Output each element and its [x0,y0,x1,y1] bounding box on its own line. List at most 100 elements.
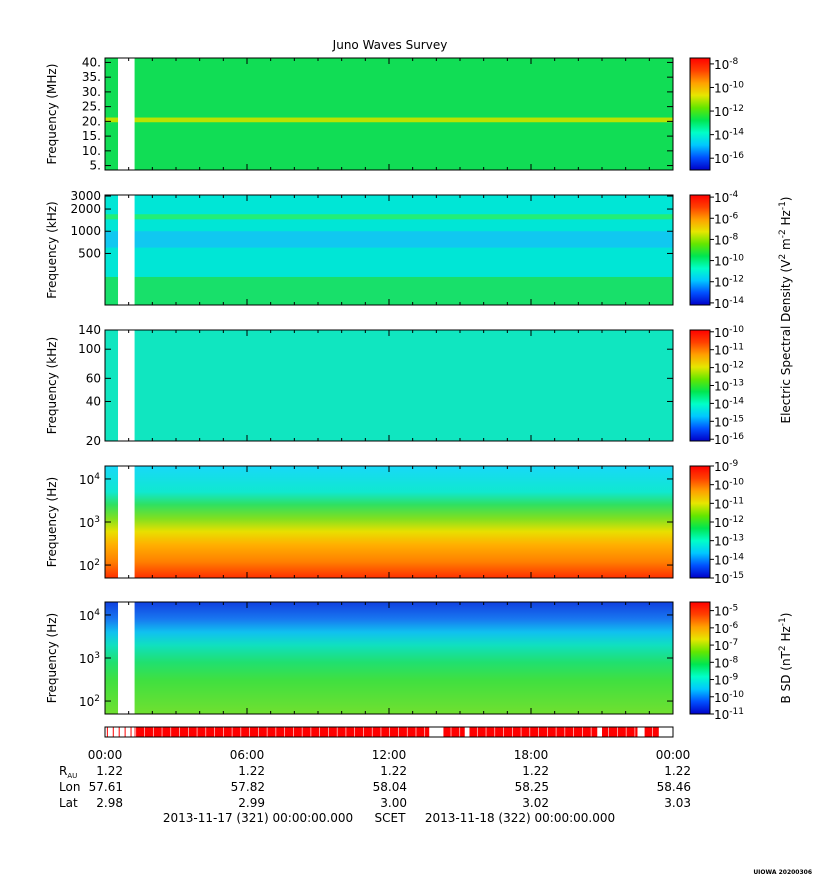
y-axis-label: Frequency (Hz) [45,613,59,704]
y-axis-label: Frequency (Hz) [45,477,59,568]
y-axis-label: Frequency (kHz) [45,337,59,434]
ephemeris-value: 1.22 [522,764,549,778]
time-tick-label: 18:00 [514,748,549,762]
ephemeris-value: 1.22 [380,764,407,778]
mode-bar-gap [429,727,444,737]
spectrogram-panel-4: 104 103 102 Frequency (Hz) 10-9 10-10 10-11 10-… [45,459,744,586]
spectrogram-image [105,330,673,441]
y-tick-label: 102 [79,558,100,573]
spectrogram-image [105,466,673,578]
data-gap [118,58,135,170]
ephemeris-value: 2.99 [238,796,265,810]
y-tick-label: 140 [78,323,101,337]
colorbar-tick-label: 10-8 [714,655,739,670]
colorbar-tick-label: 10-15 [714,571,744,586]
mode-bar-gap [464,727,470,737]
scet-start: 2013-11-17 (321) 00:00:00.000 [163,811,353,825]
colorbar [689,194,711,306]
colorbar-tick-label: 10-12 [714,515,744,530]
mode-indicator-bar [104,726,674,738]
time-tick-label: 06:00 [230,748,265,762]
y-tick-label: 2000 [70,202,101,216]
colorbar-tick-label: 10-6 [714,621,739,636]
colorbar-tick-label: 10-9 [714,673,739,688]
ephemeris-value: 58.25 [515,780,549,794]
electric-colorbar-title: Electric Spectral Density (V2 m-2 Hz-1) [778,196,793,423]
colorbar-tick-label: 10-14 [714,552,744,567]
colorbar [689,329,711,442]
y-tick-label: 20 [86,434,101,448]
mode-bar-gap [658,727,673,737]
mode-bar-fill [105,727,673,737]
mode-bar-frame [104,726,674,738]
colorbar-tick-label: 10-8 [714,232,739,247]
time-tick-label: 12:00 [372,748,407,762]
y-tick-label: 5. [90,159,101,173]
spectrogram-image [105,602,673,714]
spectrogram-panel-3: 140 100 60 40 20 Frequency (kHz) 10-10 10-11 10-… [45,323,744,448]
colorbar-tick-label: 10-6 [714,211,739,226]
colorbar-tick-label: 10-7 [714,638,738,653]
y-tick-label: 104 [79,608,100,623]
y-tick-label: 15. [82,129,101,143]
spectrogram-band [105,117,673,123]
colorbar-titles: Electric Spectral Density (V2 m-2 Hz-1) B… [778,196,793,703]
colorbar-tick-label: 10-11 [714,496,744,511]
y-tick-label: 3000 [70,189,101,203]
y-tick-label: 30. [82,85,101,99]
colorbar-tick-label: 10-12 [714,275,744,290]
ephemeris-value: 1.22 [96,764,123,778]
colorbar-tick-label: 10-5 [714,604,738,619]
y-tick-label: 500 [78,246,101,260]
spectrogram-panel-1: 40.35.30.25.20.15.10.5. Frequency (MHz) 10… [45,55,744,172]
spectrogram-band [105,231,673,248]
ephemeris-value: 2.98 [96,796,123,810]
colorbar-tick-label: 10-4 [714,190,739,205]
y-tick-label: 10. [82,144,101,158]
colorbar-tick-label: 10-15 [714,414,744,429]
colorbar-tick-label: 10-9 [714,459,739,474]
colorbar [689,57,711,171]
ephemeris-value: 3.00 [380,796,407,810]
y-tick-label: 25. [82,100,101,114]
ephemeris-value: 58.04 [373,780,407,794]
y-tick-label: 1000 [70,224,101,238]
y-tick-label: 103 [79,515,100,530]
mode-bar-gap [637,727,645,737]
spectrogram-band [105,214,673,220]
y-tick-label: 35. [82,70,101,84]
y-tick-label: 40. [82,55,101,69]
spectrogram-image [105,58,673,170]
ephemeris-table: RAU 1.22 1.22 1.22 1.22 1.22 Lon 57.61 57.82 58.0… [59,764,691,810]
time-axis: 00:00 06:00 12:00 18:00 00:00 [88,748,691,762]
colorbar [689,465,711,579]
colorbar-tick-label: 10-10 [714,80,744,95]
colorbar-tick-label: 10-11 [714,707,744,722]
y-tick-label: 103 [79,651,100,666]
colorbar-tick-label: 10-10 [714,254,744,269]
data-gap [118,195,135,305]
y-tick-label: 20. [82,114,101,128]
y-tick-label: 60 [86,371,101,385]
footer-stamp: UIOWA 20200306 [753,869,812,876]
colorbar-tick-label: 10-16 [714,151,744,166]
ephemeris-label: RAU [59,764,77,780]
scet-end: 2013-11-18 (322) 00:00:00.000 [425,811,615,825]
colorbar [689,601,711,715]
ephemeris-value: 3.02 [522,796,549,810]
y-tick-label: 40 [86,394,101,408]
colorbar-tick-label: 10-11 [714,343,744,358]
y-axis-label: Frequency (MHz) [45,64,59,165]
time-tick-label: 00:00 [88,748,123,762]
colorbar-tick-label: 10-14 [714,296,744,311]
magnetic-colorbar-title: B SD (nT2 Hz-1) [778,613,793,704]
ephemeris-value: 3.03 [664,796,691,810]
ephemeris-value: 57.61 [89,780,123,794]
ephemeris-value: 1.22 [664,764,691,778]
colorbar-tick-label: 10-12 [714,104,744,119]
ephemeris-value: 57.82 [231,780,265,794]
colorbar-tick-label: 10-10 [714,478,744,493]
y-tick-label: 100 [78,342,101,356]
spectrogram-panel-5: 104 103 102 Frequency (Hz) 10-5 10-6 10-7 10-8 1… [45,601,744,722]
